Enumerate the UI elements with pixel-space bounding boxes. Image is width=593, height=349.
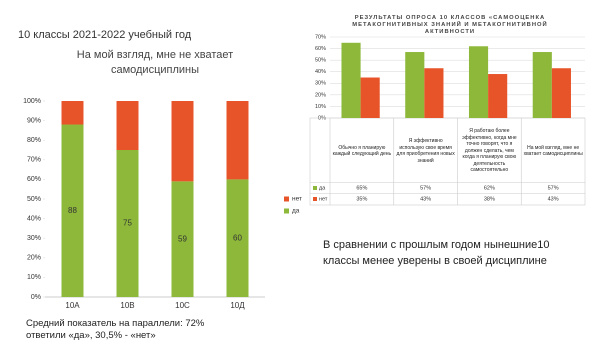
legend-label: нет [292,196,302,203]
caption-left-box: Средний показатель на параллели: 72% отв… [26,318,205,341]
legend-swatch [284,208,289,214]
legend-swatch [284,196,289,202]
chart-title: РЕЗУЛЬТАТЫ ОПРОСА 10 КЛАССОВ «САМООЦЕНКА… [352,15,548,35]
caption-left: Средний показатель на параллели: 72% отв… [26,318,205,341]
y-tick-label: 50% [27,196,41,203]
table-value: 65% [356,185,367,191]
y-tick-label: 20% [315,92,326,98]
bar [551,68,571,118]
bar [532,52,552,118]
data-table-frame [309,117,586,206]
bar [360,77,380,118]
bar-segment [61,124,84,298]
x-tick-label-box: Я эффективно использую свое время для пр… [396,138,455,164]
bar-segment [116,150,139,297]
y-tick-label: 60% [27,176,41,183]
x-tick-label-box: Я работаю более эффективно, когда мне то… [462,128,517,174]
y-tick-label: 20% [27,255,41,262]
chart-title-box: На мой взгляд, мне не хватает самодисцип… [76,49,234,76]
table-value: 43% [420,196,431,202]
data-label: 88 [68,206,77,215]
x-tick-label: 10В [120,301,134,310]
data-label: 59 [178,234,187,243]
y-tick-label: 100% [23,98,41,105]
table-value: 62% [484,185,495,191]
caption-right-box: В сравнении с прошлым годом нынешние10 к… [323,239,550,267]
x-tick-label: Обычно я планирую каждый следующий день [332,144,392,158]
x-tick-label: 10Д [230,301,245,310]
bar [424,68,444,118]
y-tick-label: 80% [27,137,41,144]
bar [468,46,489,118]
y-tick-label: 0% [31,294,41,301]
chart-title-box: РЕЗУЛЬТАТЫ ОПРОСА 10 КЛАССОВ «САМООЦЕНКА… [352,15,548,35]
bar-segment [226,101,249,180]
y-tick-label: 10% [27,274,41,281]
caption-right: В сравнении с прошлым годом нынешние10 к… [323,239,550,267]
bar-segment [61,101,84,125]
y-tick-label: 70% [27,157,41,164]
bar [488,74,508,118]
y-tick-label: 40% [27,215,41,222]
table-value: 43% [548,196,559,202]
bar-segment [226,179,249,297]
bar [405,52,425,118]
table-value: 57% [420,185,431,191]
y-tick-label: 0% [318,115,326,121]
bar-segment [116,101,139,150]
y-tick-label: 60% [315,46,326,52]
y-tick-label: 50% [315,58,326,64]
y-tick-label: 30% [27,235,41,242]
legend-swatch [313,186,317,190]
legend-label: да [292,208,300,215]
chart-title: На мой взгляд, мне не хватает самодисцип… [76,49,234,76]
y-tick-label: 10% [315,104,326,110]
legend-swatch [313,197,317,201]
table-value: 57% [548,185,559,191]
x-tick-label: Я работаю более эффективно, когда мне то… [462,128,517,174]
slide-title: 10 классы 2021-2022 учебный год [18,29,192,41]
x-tick-label: 10С [175,301,190,310]
table-value: 35% [356,196,367,202]
y-tick-label: 90% [27,117,41,124]
bar-segment [171,181,194,297]
x-tick-label: 10А [65,301,80,310]
x-tick-label-box: Обычно я планирую каждый следующий день [332,144,392,158]
legend-label: да [319,185,326,191]
data-label: 75 [123,219,132,228]
legend-label: нет [319,196,328,202]
x-tick-label: Я эффективно использую свое время для пр… [396,138,455,164]
bar-segment [171,101,194,182]
bar [341,42,361,118]
table-value: 38% [484,196,495,202]
y-tick-label: 40% [315,69,326,75]
x-tick-label: На мой взгляд, мне не хватает самодисцип… [523,144,583,158]
data-label: 60 [233,233,242,242]
y-tick-label: 30% [315,81,326,87]
y-tick-label: 70% [315,34,326,40]
x-tick-label-box: На мой взгляд, мне не хватает самодисцип… [523,144,583,158]
